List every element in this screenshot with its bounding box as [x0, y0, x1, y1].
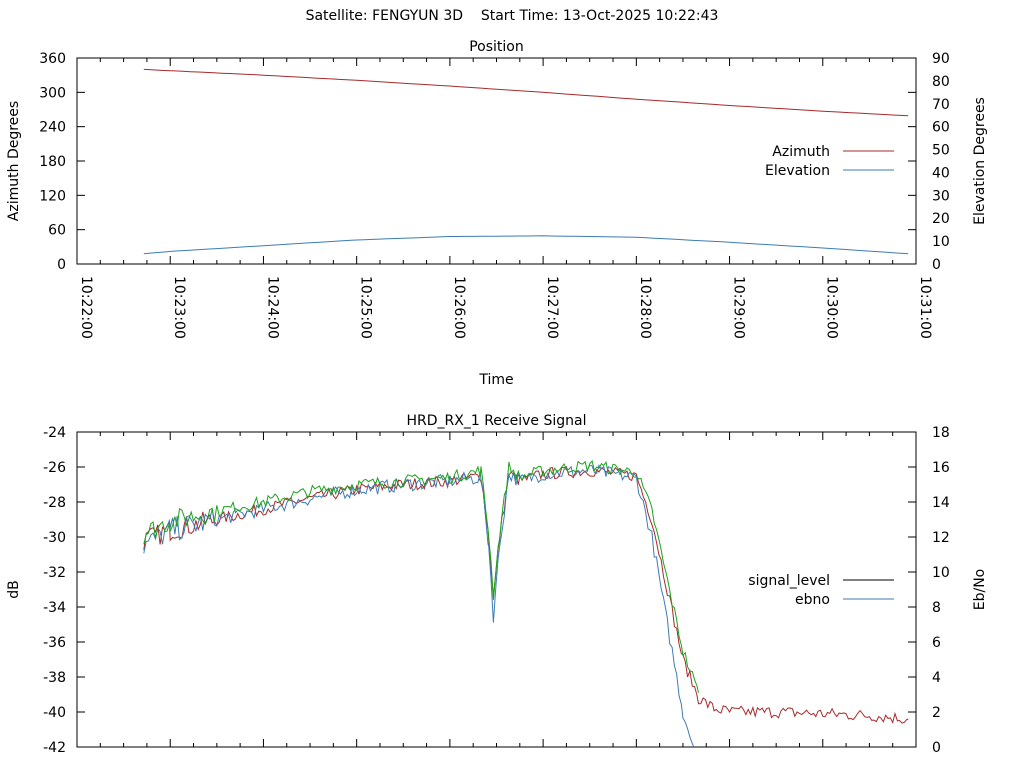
y2-tick-label: 10 — [932, 234, 950, 250]
y2-tick-label: 20 — [932, 211, 950, 227]
y2-tick-label: 8 — [932, 600, 941, 616]
x-tick-label: 10:27:00 — [544, 276, 560, 339]
y2-tick-label: 80 — [932, 74, 950, 90]
y-axis-label: Azimuth Degrees — [6, 101, 22, 221]
legend-label: signal_level — [748, 573, 830, 589]
series-azimuth — [143, 68, 909, 117]
position-chart: Position 0 60 120 180 240 300 360 0 10 20 30 40 50 60 7… — [6, 39, 988, 388]
series-elevation — [143, 235, 909, 255]
y-tick-label: 120 — [39, 188, 66, 204]
y2-tick-label: 50 — [932, 143, 950, 159]
x-tick-label: 10:26:00 — [451, 276, 467, 339]
chart-title: Position — [469, 39, 524, 55]
x-tick-label: 10:31:00 — [917, 276, 933, 339]
y-tick-label: 180 — [39, 154, 66, 170]
x-axis-label: Time — [478, 372, 513, 388]
chart-header: Satellite: FENGYUN 3D Start Time: 13-Oct… — [0, 8, 1024, 24]
y-tick-label: -24 — [43, 425, 66, 441]
chart-title: HRD_RX_1 Receive Signal — [407, 413, 587, 429]
y2-axis-label: Eb/No — [972, 569, 988, 611]
y2-tick-label: 30 — [932, 188, 950, 204]
y-tick-label: 360 — [39, 51, 66, 67]
plot-frame — [76, 431, 917, 748]
y2-tick-label: 60 — [932, 120, 950, 136]
legend-label: ebno — [795, 592, 830, 608]
y-tick-label: 0 — [57, 257, 66, 273]
y-tick-label: -26 — [43, 460, 66, 476]
satellite-label: Satellite: FENGYUN 3D — [305, 8, 464, 24]
y2-tick-label: 10 — [932, 565, 950, 581]
x-tick-label: 10:25:00 — [358, 276, 374, 339]
y-tick-label: 60 — [48, 223, 66, 239]
y2-tick-label: 16 — [932, 460, 950, 476]
receive-signal-chart: HRD_RX_1 Receive Signal -42 -40 -38 -36 -34 -3… — [6, 413, 988, 756]
legend-label: Azimuth — [772, 144, 830, 160]
x-tick-label: 10:23:00 — [171, 276, 187, 339]
y-axis-label: dB — [6, 580, 22, 599]
y-tick-label: -28 — [43, 495, 66, 511]
y-tick-label: -36 — [43, 635, 66, 651]
legend-label: Elevation — [765, 163, 830, 179]
series-signal-level — [143, 465, 909, 724]
y-tick-label: 300 — [39, 85, 66, 101]
y-tick-label: -42 — [43, 740, 66, 756]
x-tick-label: 10:24:00 — [264, 276, 280, 339]
y2-tick-label: 0 — [932, 257, 941, 273]
y2-axis-label: Elevation Degrees — [972, 97, 988, 225]
y2-tick-label: 14 — [932, 495, 950, 511]
start-time-label: Start Time: 13-Oct-2025 10:22:43 — [480, 8, 719, 24]
traces — [143, 68, 909, 255]
y2-tick-label: 12 — [932, 530, 950, 546]
x-tick-label: 10:29:00 — [730, 276, 746, 339]
traces — [143, 459, 909, 747]
y-tick-label: 240 — [39, 120, 66, 136]
y2-tick-label: 0 — [932, 740, 941, 756]
series-ebno — [143, 464, 695, 747]
y-tick-label: -30 — [43, 530, 66, 546]
x-tick-label: 10:28:00 — [637, 276, 653, 339]
y-tick-label: -34 — [43, 600, 66, 616]
y-tick-label: -32 — [43, 565, 66, 581]
y2-tick-label: 2 — [932, 705, 941, 721]
y2-tick-label: 90 — [932, 51, 950, 67]
y2-tick-label: 70 — [932, 97, 950, 113]
y-tick-label: -40 — [43, 705, 66, 721]
y-tick-label: -38 — [43, 670, 66, 686]
series-unlabeled-green — [143, 459, 699, 693]
y2-tick-label: 6 — [932, 635, 941, 651]
y2-tick-label: 4 — [932, 670, 941, 686]
y2-tick-label: 18 — [932, 425, 950, 441]
y2-tick-label: 40 — [932, 165, 950, 181]
x-tick-label: 10:22:00 — [78, 276, 94, 339]
x-tick-label: 10:30:00 — [824, 276, 840, 339]
